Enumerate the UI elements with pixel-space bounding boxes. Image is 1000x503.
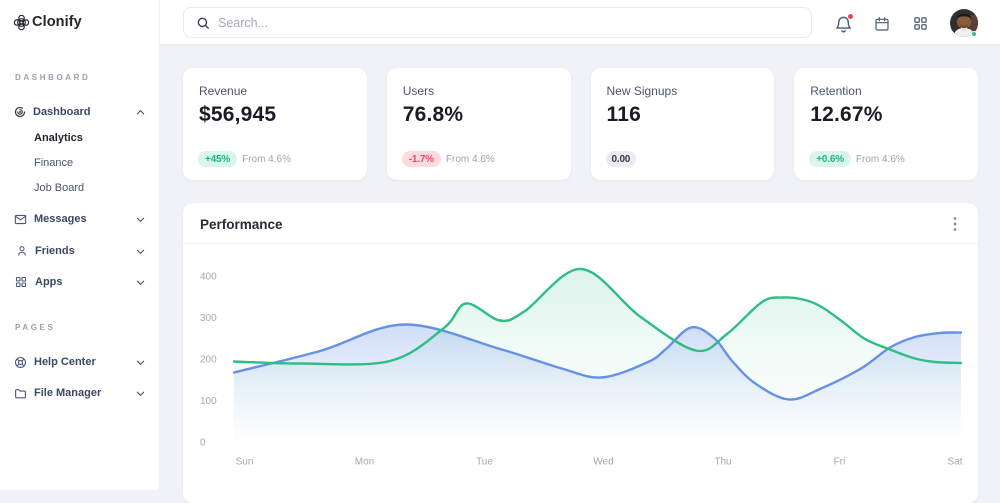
- svg-text:100: 100: [200, 396, 217, 407]
- svg-text:400: 400: [200, 272, 217, 283]
- svg-text:Mon: Mon: [355, 457, 374, 468]
- svg-text:Sat: Sat: [947, 457, 962, 468]
- svg-text:300: 300: [200, 313, 217, 324]
- svg-text:Fri: Fri: [834, 457, 846, 468]
- svg-text:0: 0: [200, 438, 206, 449]
- svg-text:Wed: Wed: [593, 457, 613, 468]
- svg-text:Tue: Tue: [476, 457, 493, 468]
- svg-text:Sun: Sun: [236, 457, 254, 468]
- svg-text:200: 200: [200, 355, 217, 366]
- svg-text:Thu: Thu: [714, 457, 731, 468]
